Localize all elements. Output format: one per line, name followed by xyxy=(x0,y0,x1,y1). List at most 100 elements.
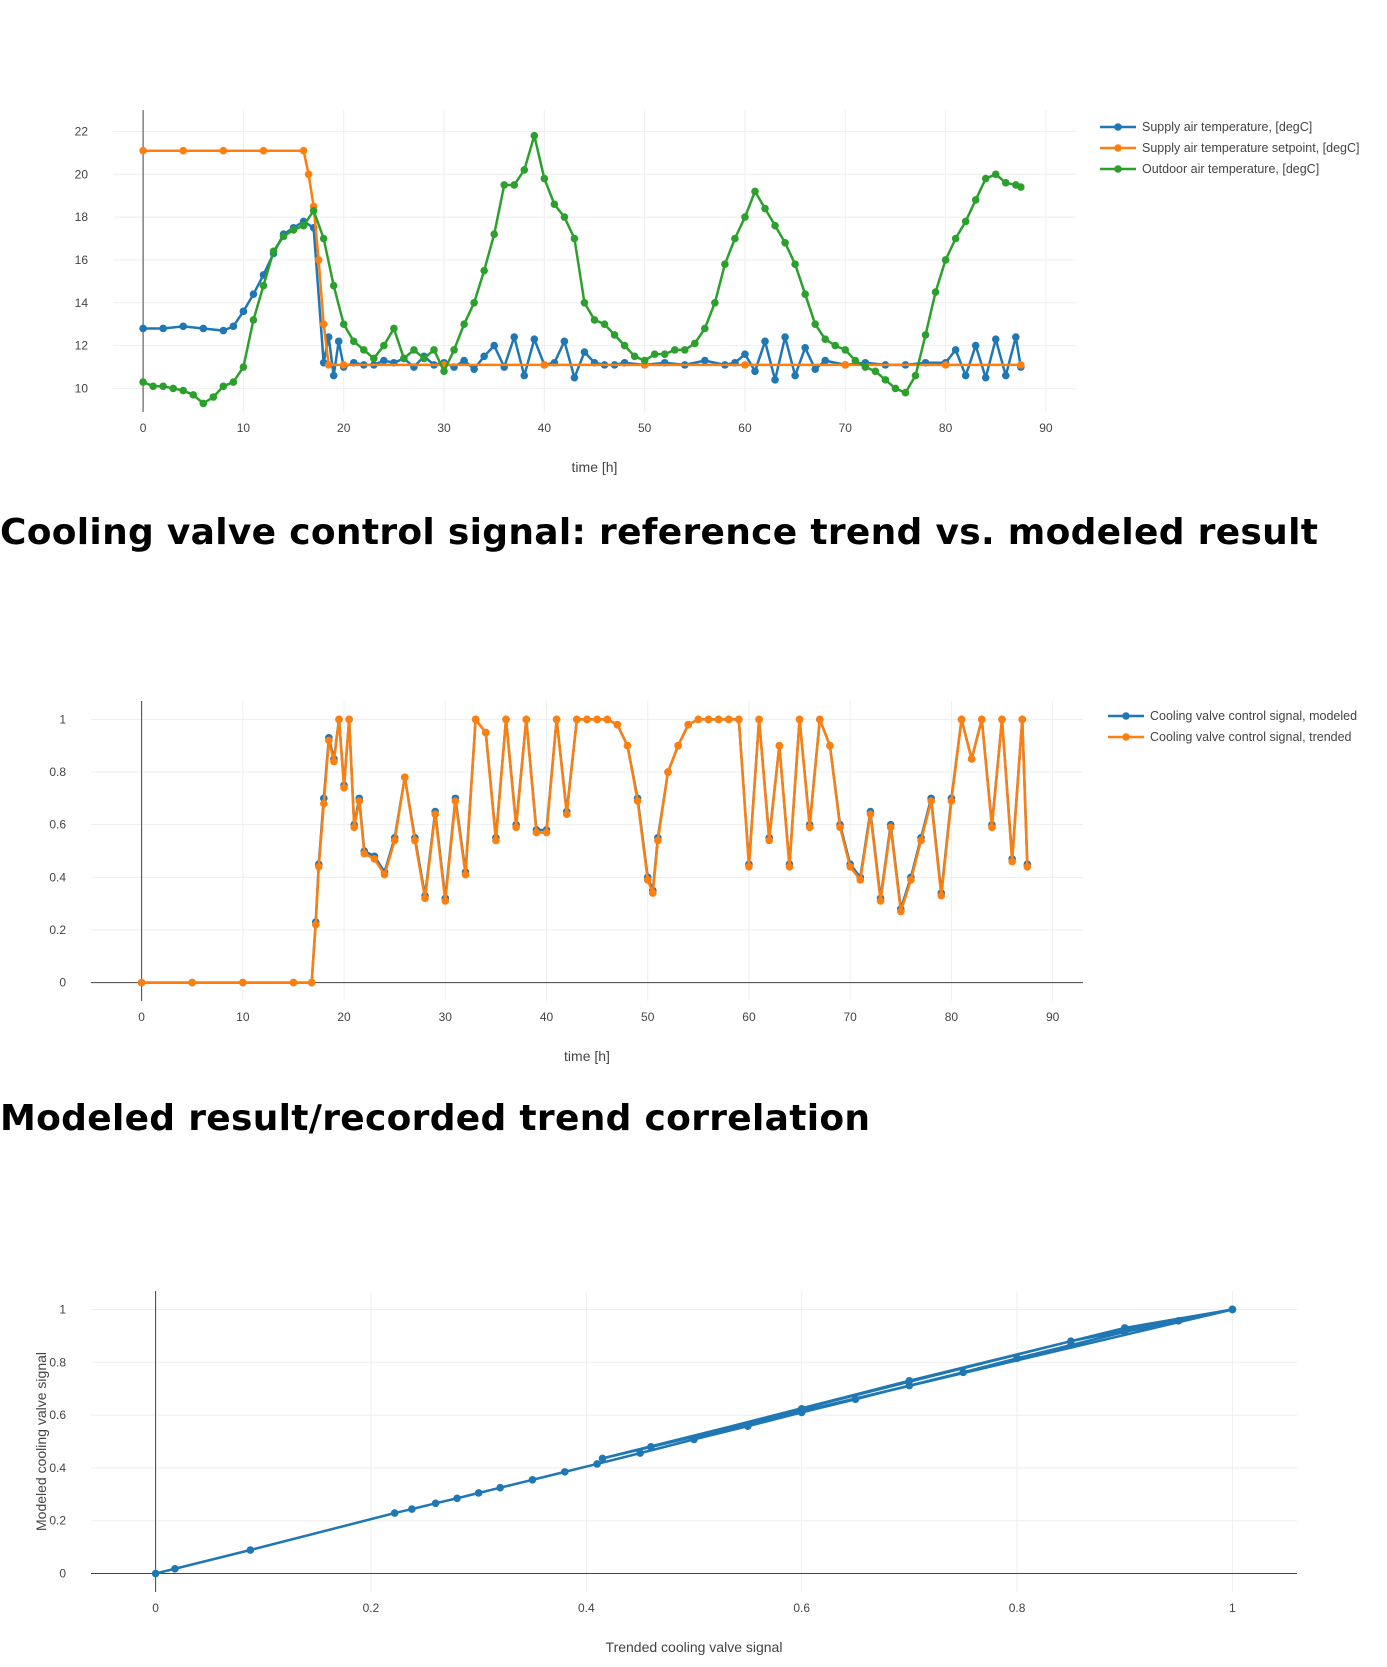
data-point xyxy=(560,337,569,346)
data-point xyxy=(981,174,990,183)
legend-item: Supply air temperature, [degC] xyxy=(1100,120,1312,134)
legend-swatch-marker xyxy=(1114,123,1122,131)
data-point xyxy=(400,354,408,363)
data-point xyxy=(289,978,298,987)
data-point xyxy=(570,373,579,382)
data-point xyxy=(259,146,268,155)
data-point xyxy=(390,324,398,333)
data-point xyxy=(881,376,890,384)
data-point xyxy=(431,810,439,818)
legend-swatch-marker xyxy=(1114,165,1122,173)
data-point xyxy=(370,354,378,363)
data-point xyxy=(269,247,278,256)
legend-label: Supply air temperature setpoint, [degC] xyxy=(1142,141,1359,155)
valve-section-heading: Cooling valve control signal: reference … xyxy=(0,512,1319,553)
y-axis-title: Modeled cooling valve signal xyxy=(33,1352,49,1531)
y-tick-label: 10 xyxy=(75,381,89,395)
gridlines xyxy=(91,701,1083,1001)
data-point xyxy=(249,290,258,298)
legend-swatch-marker xyxy=(1122,712,1130,720)
data-point xyxy=(886,823,895,832)
data-point xyxy=(731,234,739,243)
data-point xyxy=(891,384,900,393)
data-point xyxy=(941,361,950,369)
data-point xyxy=(179,386,188,395)
data-point xyxy=(988,823,996,832)
x-tick-label: 90 xyxy=(1046,1010,1060,1024)
data-point xyxy=(650,350,659,358)
x-tick-label: 50 xyxy=(641,1010,655,1024)
data-point xyxy=(623,741,632,750)
data-point xyxy=(805,823,814,832)
data-point xyxy=(1023,862,1032,871)
data-point xyxy=(811,365,819,373)
data-point xyxy=(947,797,956,805)
data-point xyxy=(320,799,328,808)
data-point xyxy=(670,346,679,354)
x-tick-label: 0.4 xyxy=(578,1601,595,1615)
data-point xyxy=(991,335,1000,343)
data-point xyxy=(1174,1317,1183,1325)
data-point xyxy=(151,1569,160,1578)
data-point xyxy=(410,346,418,354)
y-tick-label: 12 xyxy=(75,339,89,353)
data-point xyxy=(620,341,629,350)
data-point xyxy=(724,715,733,724)
data-point xyxy=(816,715,824,724)
data-point xyxy=(492,836,500,845)
data-point xyxy=(219,146,228,155)
data-point xyxy=(411,836,419,845)
data-point xyxy=(199,324,208,333)
data-point xyxy=(239,363,248,371)
data-point xyxy=(314,862,323,871)
data-point xyxy=(350,823,358,832)
data-point xyxy=(330,757,338,766)
data-point xyxy=(797,1404,806,1413)
data-point xyxy=(744,1422,752,1430)
data-point xyxy=(791,371,799,380)
data-point xyxy=(169,384,177,393)
x-tick-label: 30 xyxy=(437,421,451,435)
data-point xyxy=(339,361,348,369)
series-1 xyxy=(137,715,1032,987)
data-point xyxy=(911,371,920,380)
valve-chart: 0 10 20 30 40 50 60 70 80 90 0 0.2 0.4 0.6 0.8 1 time [h… xyxy=(0,595,1387,1065)
data-point xyxy=(917,836,925,845)
data-point xyxy=(380,356,388,365)
data-point xyxy=(431,1499,440,1508)
y-tick-label: 0.4 xyxy=(49,1461,66,1475)
x-tick-label: 70 xyxy=(844,1010,858,1024)
data-point xyxy=(139,324,147,333)
data-point xyxy=(179,146,188,155)
data-point xyxy=(349,337,358,346)
legend-label: Outdoor air temperature, [degC] xyxy=(1142,162,1319,176)
legend-swatch-marker xyxy=(1114,144,1122,152)
data-point xyxy=(189,391,198,399)
data-point xyxy=(593,1460,601,1468)
data-point xyxy=(510,181,519,189)
data-point xyxy=(971,341,980,350)
data-point xyxy=(684,720,693,729)
data-point xyxy=(461,870,470,879)
data-point xyxy=(329,371,338,380)
data-point xyxy=(851,356,860,365)
data-point xyxy=(795,715,804,724)
data-point xyxy=(246,1546,255,1554)
series-line xyxy=(143,149,1021,367)
data-point xyxy=(961,217,970,226)
data-point xyxy=(871,367,880,376)
x-axis-title: Trended cooling valve signal xyxy=(606,1639,783,1655)
data-point xyxy=(741,361,749,369)
data-point xyxy=(951,234,960,243)
data-point xyxy=(896,907,905,916)
data-point xyxy=(239,978,247,987)
data-point xyxy=(741,350,749,358)
data-point xyxy=(159,382,167,391)
data-point xyxy=(600,320,609,328)
data-point xyxy=(691,339,699,348)
data-point xyxy=(711,298,719,307)
data-point xyxy=(480,266,488,275)
data-point xyxy=(941,256,950,264)
y-tick-label: 1 xyxy=(59,1302,66,1316)
data-point xyxy=(630,352,639,361)
